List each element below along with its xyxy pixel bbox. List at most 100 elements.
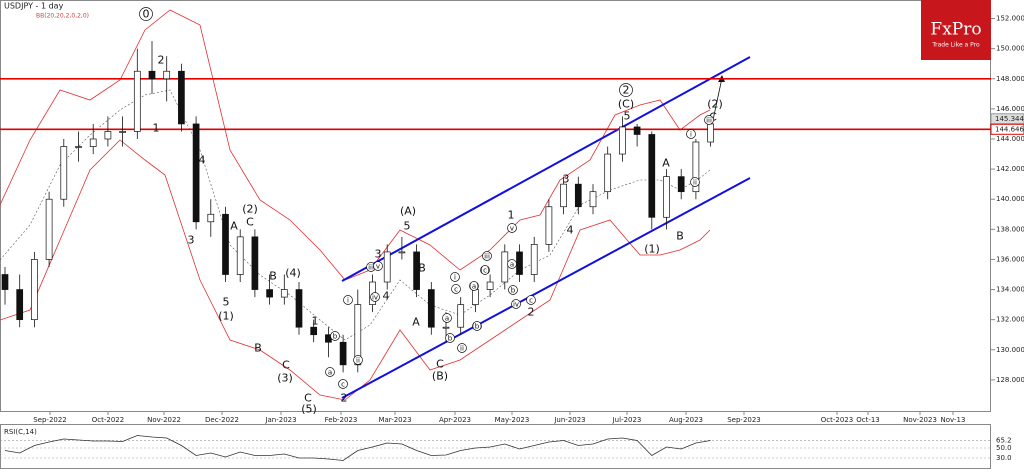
wave-label: B [418,262,426,275]
wave-circle [526,295,536,305]
candle-body [457,304,465,328]
y-tick-label: 148.000 [996,75,1024,83]
wave-label: 1 [312,315,319,328]
x-tick-label: Nov-13 [941,416,966,424]
candle-body [545,206,553,245]
wave-label: 1 [508,209,515,222]
wave-label: A [412,316,420,329]
wave-label: i [454,274,456,282]
wave-label: iv [513,301,519,309]
wave-label: (c) [480,267,490,275]
wave-label: B [254,342,262,355]
wave-circle [508,285,518,295]
wave-label: (5) [301,403,317,416]
wave-circle [507,223,517,233]
price-tag-label: 145.344 [995,115,1024,123]
wave-circle [139,7,153,21]
x-tick-label: Jul-2023 [612,416,642,424]
wave-label: ii [356,357,360,365]
price-tag [990,123,1024,135]
y-tick-label: 142.000 [996,165,1024,173]
wave-label: (4) [285,267,301,280]
x-tick-label: Sep-2023 [727,416,761,424]
x-tick-label: Aug-2023 [669,416,703,424]
candle-body [310,326,318,336]
wave-label: (2) [707,98,723,111]
candle-body [604,153,612,193]
candle-body [427,289,435,328]
y-tick-label: 146.000 [996,105,1024,113]
x-tick-label: Oct-2023 [821,416,853,424]
candle-body [530,244,538,275]
wave-label: a [445,315,449,323]
wave-label: a [510,261,514,269]
wave-circle [704,115,714,125]
channel-lower [341,177,751,399]
bb-middle [0,89,711,341]
candle-body [192,123,200,223]
y-tick-label: 144.000 [996,135,1024,143]
wave-circle [480,265,490,275]
x-tick-label: Oct-13 [856,416,880,424]
candle-body [148,70,156,80]
wave-circle [330,331,340,341]
wave-circle [686,129,696,139]
wave-label: ii [693,179,697,187]
y-tick-label: 152.000 [996,15,1024,23]
bb-upper [0,9,711,281]
wave-label: 2 [528,306,535,319]
candle-body [280,289,288,298]
x-tick-label: Nov-2023 [903,416,937,424]
candle-body [516,251,523,275]
wave-circle [325,367,335,377]
candle-body [560,183,567,208]
candle-body [75,146,82,148]
candle-body [383,251,391,283]
x-tick-label: Mar-2023 [378,416,411,424]
wave-label: c [341,381,345,389]
candle-body [133,70,141,132]
candle-body [648,134,656,218]
wave-label: c [454,286,458,294]
wave-label: 0 [143,8,150,21]
candle-body [104,131,112,140]
wave-label: 4 [383,290,390,303]
wave-circle [373,261,383,271]
wave-label: v [510,225,514,233]
rsi-panel [0,424,991,469]
wave-label: C [304,392,312,405]
wave-label: (1) [218,310,234,323]
candle-body [692,141,700,193]
wave-circle [690,177,700,187]
x-tick-label: Oct-2022 [92,416,124,424]
brand: FxPro [930,20,981,40]
price-tag [990,113,1024,125]
x-tick-label: May-2023 [495,416,530,424]
wave-label: 4 [567,224,574,237]
wave-circle [619,83,633,97]
y-tick-label: 132.000 [996,316,1024,324]
wave-label: a [328,369,332,377]
wave-label: (a) [469,283,479,291]
main-panel [0,0,991,412]
wave-label: 4 [199,154,206,167]
wave-circle [445,333,455,343]
candle-body [398,251,406,254]
wave-label: 3 [375,248,382,261]
candle-body [89,138,97,147]
wave-label: ii [460,345,464,353]
y-tick-label: 136.000 [996,255,1024,263]
x-tick-label: Sep-2022 [33,416,67,424]
candle-body [31,259,38,321]
wave-label: 2 [623,84,630,97]
x-tick-label: Dec-2022 [205,416,239,424]
channel-upper [341,56,751,282]
chart-title: USDJPY - 1 day [4,2,64,11]
candle-body [574,183,582,208]
candle-body [1,274,9,290]
wave-label: (1) [644,243,660,256]
wave-label: b [333,333,338,341]
wave-label: A [230,220,238,233]
rsi-label: RSI(C,14) [4,428,37,436]
candle-body [45,198,53,260]
